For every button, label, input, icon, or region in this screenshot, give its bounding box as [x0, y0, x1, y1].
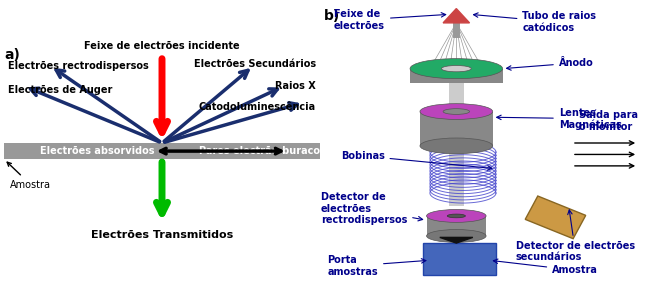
- Polygon shape: [443, 9, 470, 23]
- Text: Electrões rectrodispersos: Electrões rectrodispersos: [8, 61, 149, 71]
- Text: Ânodo: Ânodo: [507, 58, 594, 70]
- Text: Electrões absorvidos: Electrões absorvidos: [40, 146, 154, 156]
- Ellipse shape: [410, 59, 503, 79]
- Text: Catodoluminescência: Catodoluminescência: [199, 102, 316, 112]
- Bar: [4, 143, 320, 159]
- Text: Porta
amostras: Porta amostras: [327, 255, 426, 277]
- Ellipse shape: [426, 209, 486, 223]
- Ellipse shape: [447, 214, 465, 218]
- Text: Amostra: Amostra: [493, 259, 598, 275]
- Bar: [420, 112, 492, 146]
- Text: Amostra: Amostra: [7, 162, 51, 190]
- Text: a): a): [4, 48, 20, 62]
- Bar: [423, 243, 496, 275]
- Text: Saída para
o monitor: Saída para o monitor: [579, 110, 638, 132]
- Text: Raios X: Raios X: [275, 81, 316, 91]
- Text: Electrões Transmitidos: Electrões Transmitidos: [91, 230, 233, 240]
- Text: Electrões Secundários: Electrões Secundários: [194, 59, 316, 69]
- Bar: [426, 216, 486, 236]
- Text: Bobinas: Bobinas: [341, 151, 492, 170]
- Text: Electrões de Auger: Electrões de Auger: [8, 85, 113, 95]
- Bar: [410, 69, 503, 83]
- Ellipse shape: [426, 229, 486, 243]
- Bar: [449, 80, 463, 206]
- Text: Tubo de raios
catódicos: Tubo de raios catódicos: [474, 11, 596, 33]
- Polygon shape: [526, 196, 586, 239]
- Text: Feixe de
electrões: Feixe de electrões: [334, 9, 446, 31]
- Ellipse shape: [420, 138, 492, 154]
- Polygon shape: [440, 237, 473, 243]
- Text: Detector de electrões
secundários: Detector de electrões secundários: [516, 210, 635, 263]
- Ellipse shape: [443, 109, 470, 114]
- Ellipse shape: [441, 65, 471, 72]
- Text: b): b): [324, 9, 340, 23]
- Text: Feixe de electrões incidente: Feixe de electrões incidente: [84, 41, 240, 51]
- Text: Lentes
Magnéticas: Lentes Magnéticas: [496, 108, 621, 130]
- Text: Detector de
electrões
rectrodispersos: Detector de electrões rectrodispersos: [321, 192, 422, 225]
- Ellipse shape: [420, 104, 492, 119]
- Text: Pares electrão-buraco: Pares electrão-buraco: [199, 146, 319, 156]
